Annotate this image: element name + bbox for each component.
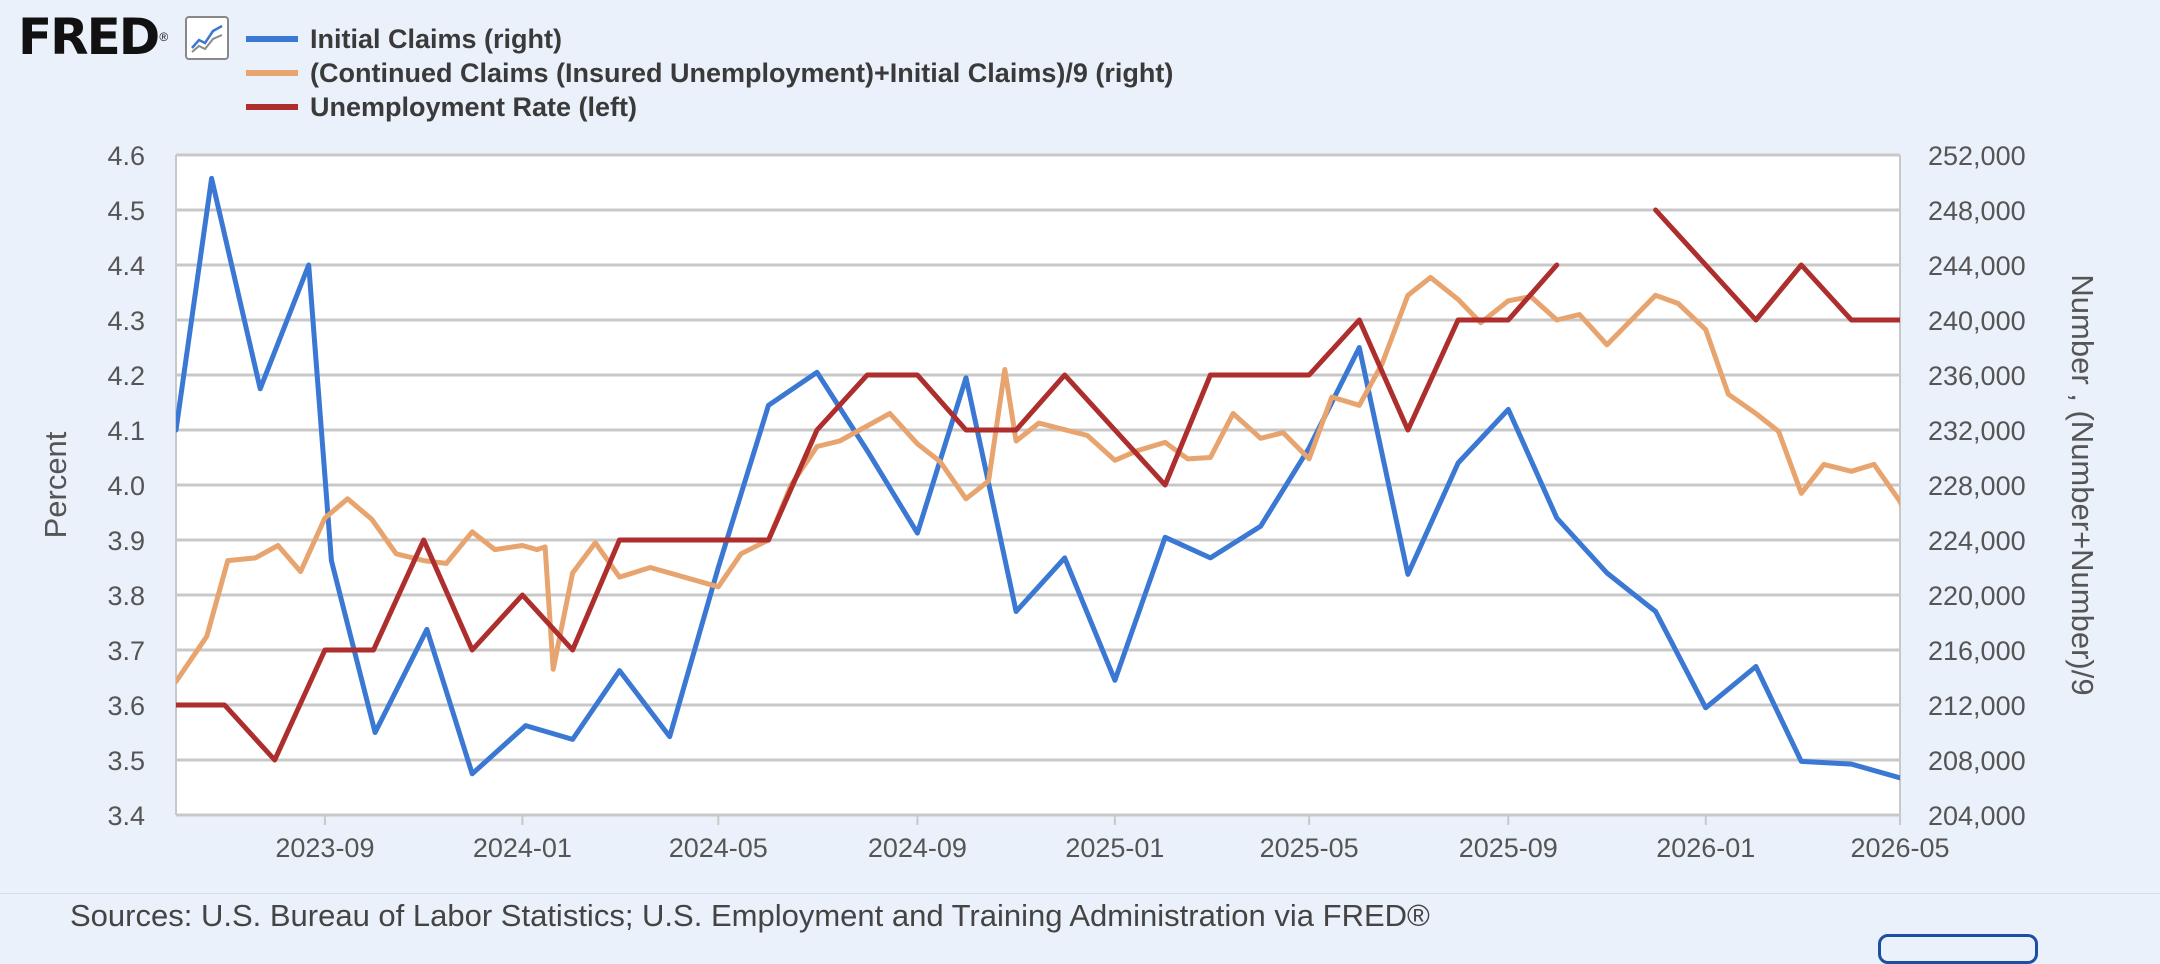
left-tick-label: 4.0 — [107, 471, 145, 501]
divider — [0, 893, 2160, 894]
right-tick-label: 204,000 — [1928, 801, 2026, 831]
right-tick-label: 212,000 — [1928, 691, 2026, 721]
line-chart: 4.6 4.5 4.4 4.3 4.2 4.1 4.0 3.9 3.8 3.7 3.6 3.5 3.4 2… — [38, 141, 2100, 863]
x-tick-label: 2024-09 — [868, 833, 967, 863]
source-note: Sources: U.S. Bureau of Labor Statistics… — [70, 898, 1430, 933]
legend-swatch — [246, 104, 298, 110]
x-tick-label: 2025-09 — [1459, 833, 1558, 863]
right-axis-label: Number , (Number+Number)/9 — [2065, 274, 2100, 695]
right-tick-label: 216,000 — [1928, 636, 2026, 666]
series-line-initial-claims-right — [176, 175, 1900, 781]
series-line-unemployment-rate-left — [1653, 207, 1900, 323]
right-tick-label: 220,000 — [1928, 581, 2026, 611]
right-tick-label: 228,000 — [1928, 471, 2026, 501]
legend-swatch — [246, 70, 298, 76]
registered-mark: ® — [159, 30, 169, 44]
left-tick-label: 3.7 — [107, 636, 145, 666]
line-chart-icon[interactable] — [185, 16, 229, 60]
chart-legend: Initial Claims (right) (Continued Claims… — [246, 22, 1173, 124]
right-tick-label: 236,000 — [1928, 361, 2026, 391]
legend-label: (Continued Claims (Insured Unemployment)… — [310, 57, 1174, 88]
series-line-unemployment-rate-left — [176, 262, 1560, 763]
left-tick-label: 4.1 — [107, 416, 145, 446]
legend-label: Unemployment Rate (left) — [310, 91, 638, 122]
x-tick-label: 2025-01 — [1065, 833, 1164, 863]
fred-logo[interactable]: FRED ® — [18, 12, 168, 62]
left-tick-label: 3.4 — [107, 801, 145, 831]
right-tick-label: 240,000 — [1928, 306, 2026, 336]
right-tick-label: 244,000 — [1928, 251, 2026, 281]
right-tick-label: 232,000 — [1928, 416, 2026, 446]
right-tick-label: 224,000 — [1928, 526, 2026, 556]
x-tick-label: 2024-01 — [473, 833, 572, 863]
legend-label: Initial Claims (right) — [310, 23, 563, 54]
x-tick-label: 2024-05 — [669, 833, 768, 863]
left-tick-label: 3.9 — [107, 526, 145, 556]
legend-item-unemployment-rate[interactable]: Unemployment Rate (left) — [246, 90, 1173, 124]
left-tick-label: 4.2 — [107, 361, 145, 391]
x-tick-label: 2025-05 — [1260, 833, 1359, 863]
x-tick-label: 2026-01 — [1656, 833, 1755, 863]
right-tick-label: 252,000 — [1928, 141, 2026, 171]
legend-item-initial-claims[interactable]: Initial Claims (right) — [246, 22, 1173, 56]
left-tick-label: 4.4 — [107, 251, 145, 281]
left-tick-label: 3.6 — [107, 691, 145, 721]
left-tick-label: 4.6 — [107, 141, 145, 171]
series-line-continued-claims-insured-unemployment-initial-claims-9-right — [176, 274, 1900, 685]
left-tick-label: 3.8 — [107, 581, 145, 611]
x-tick-label: 2026-05 — [1850, 833, 1949, 863]
series-group — [176, 175, 1900, 781]
legend-item-combined-claims[interactable]: (Continued Claims (Insured Unemployment)… — [246, 56, 1173, 90]
left-tick-label: 4.3 — [107, 306, 145, 336]
right-tick-label: 248,000 — [1928, 196, 2026, 226]
left-axis-label: Percent — [38, 431, 73, 538]
right-tick-label: 208,000 — [1928, 746, 2026, 776]
legend-swatch — [246, 36, 298, 42]
download-button[interactable] — [1878, 934, 2038, 964]
left-tick-label: 4.5 — [107, 196, 145, 226]
left-tick-label: 3.5 — [107, 746, 145, 776]
x-tick-label: 2023-09 — [275, 833, 374, 863]
logo-text: FRED — [18, 8, 160, 66]
